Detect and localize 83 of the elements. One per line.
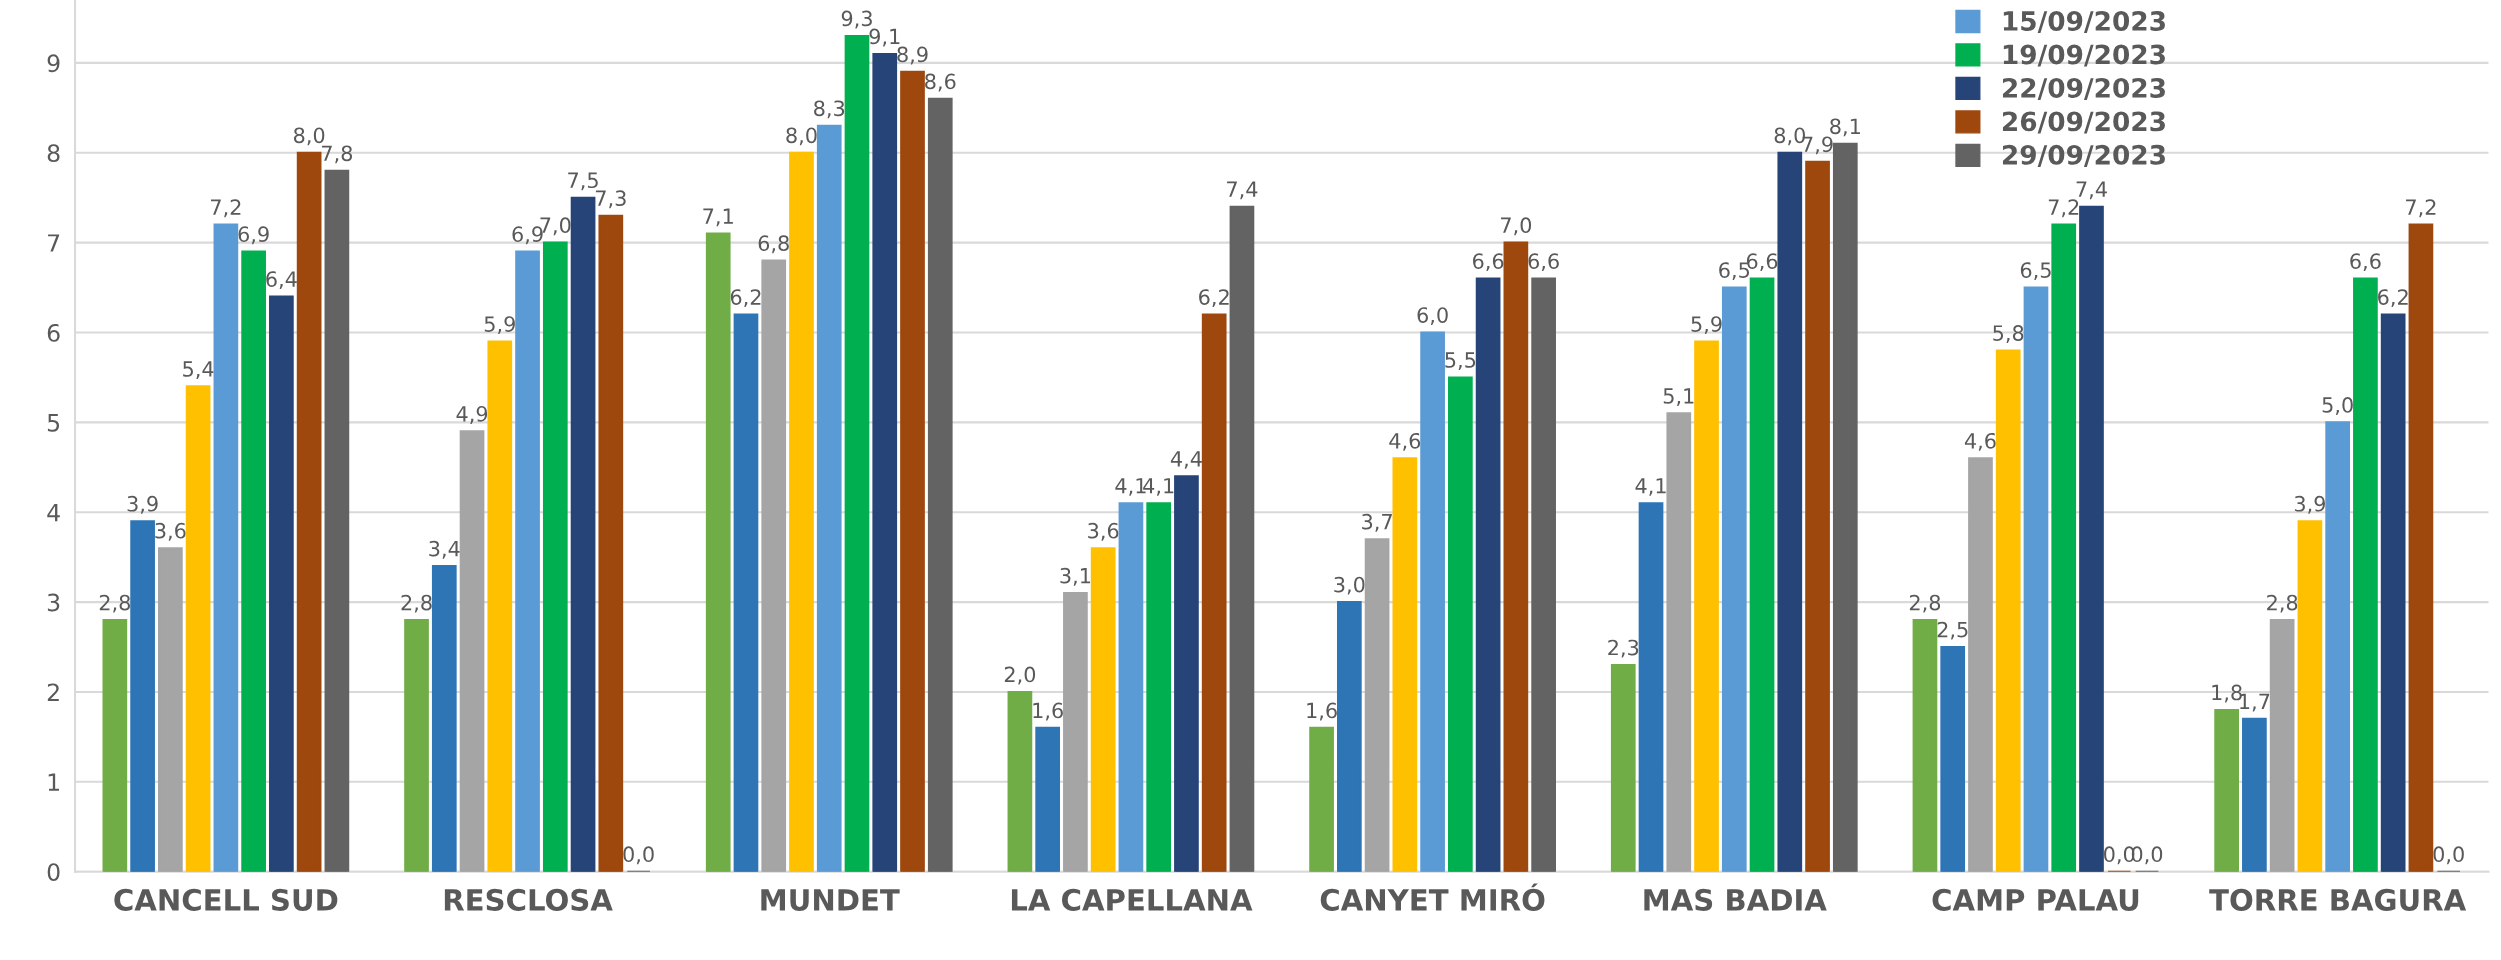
data-label: 2,8 — [1909, 594, 1941, 613]
y-tick-label: 4 — [47, 503, 60, 522]
data-label: 0,0 — [623, 846, 654, 865]
data-label: 4,6 — [1389, 432, 1421, 451]
data-label: 4,9 — [456, 406, 488, 424]
data-label: 7,2 — [2048, 199, 2079, 218]
data-label: 3,4 — [429, 540, 460, 559]
data-label: 5,9 — [484, 316, 515, 335]
y-tick-label: 6 — [47, 323, 60, 342]
data-label: 3,7 — [1362, 513, 1392, 532]
data-label: 6,6 — [1528, 253, 1559, 272]
data-label: 1,6 — [1307, 702, 1337, 721]
data-label: 7,4 — [1227, 181, 1258, 200]
data-label: 7,2 — [211, 199, 241, 218]
data-label: 5,5 — [1445, 352, 1476, 370]
data-label: 6,2 — [1199, 289, 1229, 308]
data-label: 6,0 — [1417, 307, 1448, 326]
data-label: 3,1 — [1060, 567, 1091, 586]
data-label: 3,6 — [1088, 522, 1119, 541]
y-tick-label: 2 — [47, 683, 59, 701]
data-label: 2,5 — [1937, 621, 1968, 640]
legend-label: 19/09/2023 — [2003, 44, 2165, 67]
data-label: 2,3 — [1608, 639, 1639, 658]
data-label: 7,3 — [595, 190, 626, 209]
y-tick-label: 1 — [48, 773, 59, 791]
data-label: 4,1 — [1635, 478, 1666, 496]
data-label: 8,1 — [1830, 118, 1860, 137]
legend-label: 29/09/2023 — [2002, 144, 2165, 167]
data-label: 5,9 — [1691, 316, 1722, 335]
x-tick-label: CANYET MIRÓ — [1320, 883, 1545, 911]
data-label: 8,3 — [814, 100, 845, 119]
data-label: 8,9 — [897, 46, 928, 65]
x-tick-label: MAS BADIA — [1644, 888, 1827, 911]
legend-label: 22/09/2023 — [2002, 77, 2165, 100]
x-tick-label: MUNDET — [761, 889, 900, 911]
data-label: 2,0 — [1004, 666, 1036, 685]
data-label: 7,2 — [2406, 199, 2436, 218]
data-label: 8,0 — [293, 127, 325, 146]
y-tick-label: 8 — [47, 144, 60, 163]
x-tick-label: CANCELL SUD — [114, 888, 338, 911]
data-label: 6,9 — [238, 226, 269, 245]
data-label: 9,3 — [841, 10, 872, 29]
data-label: 6,2 — [730, 289, 761, 308]
data-label: 0,0 — [2433, 846, 2464, 865]
legend-label: 15/09/2023 — [2003, 11, 2165, 34]
data-label: 8,6 — [925, 73, 956, 92]
data-label: 5,4 — [183, 361, 214, 379]
data-label: 3,9 — [127, 495, 158, 514]
data-label: 6,5 — [2020, 262, 2051, 281]
data-label: 3,0 — [1334, 576, 1365, 595]
data-label: 4,4 — [1170, 451, 1202, 469]
data-label: 6,6 — [2350, 253, 2381, 272]
x-tick-label: LA CAPELLANA — [1011, 888, 1253, 911]
y-tick-label: 3 — [47, 593, 60, 612]
data-label: 1,8 — [2212, 684, 2242, 703]
x-tick-label: TORRE BAGURA — [2209, 888, 2467, 911]
legend-label: 26/09/2023 — [2002, 111, 2165, 134]
data-label: 3,9 — [2294, 495, 2325, 514]
y-tick-label: 9 — [47, 54, 60, 73]
data-label: 7,1 — [703, 208, 733, 227]
data-label: 4,6 — [1964, 432, 1996, 451]
data-label: 1,7 — [2240, 693, 2270, 712]
data-label: 2,8 — [99, 594, 130, 613]
data-label: 9,1 — [869, 28, 900, 47]
data-label: 3,6 — [155, 522, 186, 541]
data-label: 2,8 — [401, 594, 432, 613]
y-tick-label: 0 — [47, 863, 60, 881]
data-label: 6,2 — [2378, 289, 2408, 308]
data-label: 7,5 — [568, 172, 598, 191]
y-tick-label: 5 — [47, 414, 60, 432]
data-label: 6,4 — [266, 271, 297, 290]
x-tick-label: CAMP PALAU — [1932, 888, 2139, 911]
x-tick-label: RESCLOSA — [444, 888, 613, 911]
y-tick-label: 7 — [48, 234, 60, 252]
data-label: 8,0 — [786, 127, 817, 146]
data-label: 6,8 — [758, 235, 789, 254]
data-label: 5,8 — [1993, 325, 2024, 343]
data-label: 5,0 — [2322, 397, 2353, 415]
data-label: 7,4 — [2076, 181, 2107, 200]
data-label: 7,8 — [322, 145, 353, 164]
data-label: 7,0 — [1501, 217, 1532, 236]
data-label: 5,1 — [1663, 388, 1694, 406]
data-label: 1,6 — [1033, 702, 1063, 721]
